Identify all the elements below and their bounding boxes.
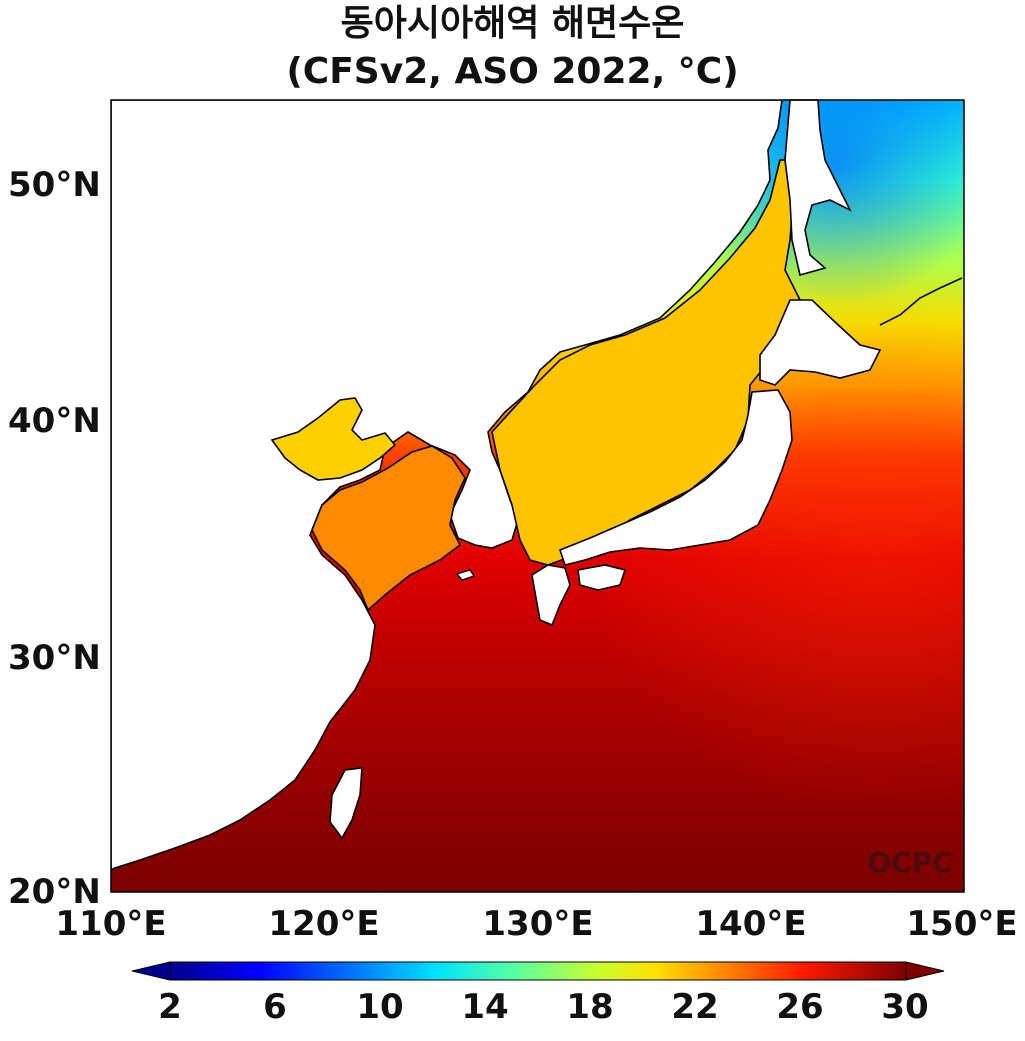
colorbar-tick-label: 26 [776, 987, 824, 1027]
watermark: OCPC [867, 846, 952, 879]
map-title: 동아시아해역 해면수온 [340, 3, 685, 44]
hokkaido-island [759, 299, 882, 386]
jeju-island [455, 569, 476, 581]
ytick-label: 30°N [8, 638, 101, 678]
xtick-label: 140°E [695, 904, 807, 944]
colorbar-tick-label: 2 [158, 987, 182, 1027]
honshu-island [559, 389, 793, 566]
kuril-islands [879, 277, 963, 326]
colorbar-tick-label: 6 [263, 987, 287, 1027]
xtick-label: 120°E [268, 904, 380, 944]
map-frame [110, 99, 965, 893]
xtick-label: 150°E [906, 904, 1018, 944]
bohai-sea [270, 397, 397, 481]
xtick-label: 130°E [482, 904, 594, 944]
colorbar-tick-label: 22 [671, 987, 719, 1027]
sakhalin-island [784, 99, 852, 276]
colorbar-tick-label: 30 [881, 987, 929, 1027]
ytick-label: 20°N [8, 872, 101, 912]
colorbar-tick-label: 18 [566, 987, 614, 1027]
colorbar-max-extend [905, 961, 945, 981]
taiwan-island [329, 767, 363, 840]
colorbar [169, 961, 907, 981]
xtick-label: 110°E [55, 904, 167, 944]
map-subtitle: (CFSv2, ASO 2022, °C) [286, 51, 739, 92]
colorbar-tick-label: 14 [461, 987, 509, 1027]
yellow-sea [311, 445, 466, 612]
colorbar-tick-label: 10 [356, 987, 404, 1027]
kyushu-island [531, 564, 571, 627]
continent-land [111, 100, 783, 871]
colorbar-min-extend [131, 961, 171, 981]
shikoku-island [577, 564, 627, 591]
ytick-label: 50°N [8, 165, 101, 205]
ytick-label: 40°N [8, 401, 101, 441]
